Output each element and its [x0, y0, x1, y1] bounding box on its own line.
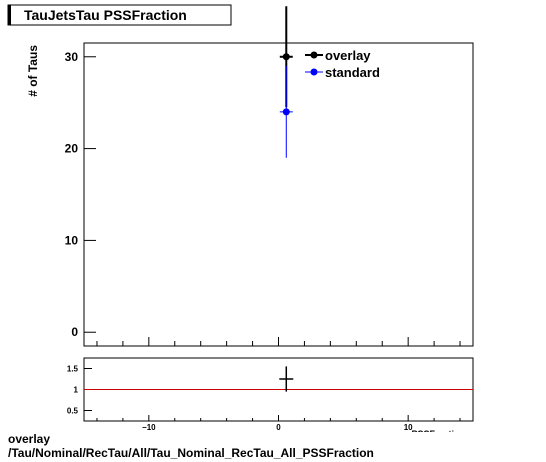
main-axis-ticks — [84, 56, 461, 346]
caption-line-2: /Tau/Nominal/RecTau/All/Tau_Nominal_RecT… — [8, 446, 374, 460]
caption-line-1: overlay — [8, 432, 51, 446]
y-axis-label: # of Taus — [26, 45, 40, 97]
main-plot-frame — [83, 42, 474, 347]
ratio-x-tick-label: −10 — [142, 423, 156, 432]
chart-title: TauJetsTau PSSFraction — [24, 7, 187, 23]
ratio-y-tick-label: 1.5 — [67, 365, 79, 374]
ratio-y-tick-label: 0.5 — [67, 407, 79, 416]
ratio-x-tick-label: 0 — [276, 423, 281, 432]
y-tick-label: 0 — [71, 325, 78, 339]
data-point-overlay — [282, 53, 290, 61]
legend: overlay standard — [305, 48, 380, 80]
ratio-data-marks — [84, 366, 473, 392]
y-tick-label: 10 — [65, 233, 79, 247]
legend-label-standard: standard — [325, 65, 380, 80]
ratio-y-tick-labels: 0.5 1 1.5 — [67, 365, 79, 416]
main-y-tick-labels: 0 10 20 30 — [65, 50, 79, 339]
data-point-standard — [282, 108, 290, 116]
x-axis-label-mask — [400, 432, 480, 438]
title-box-shadow — [8, 5, 11, 25]
y-tick-label: 30 — [65, 50, 79, 64]
legend-overlay-marker — [310, 51, 318, 59]
legend-label-overlay: overlay — [325, 48, 371, 63]
ratio-y-tick-label: 1 — [74, 386, 79, 395]
main-data-marks — [279, 6, 293, 158]
legend-standard-marker — [310, 68, 318, 76]
ratio-x-tick-label: 10 — [404, 423, 413, 432]
y-tick-label: 20 — [65, 142, 79, 156]
ratio-x-tick-labels: −10 0 10 — [142, 423, 413, 432]
ratio-axis-ticks — [84, 368, 461, 421]
